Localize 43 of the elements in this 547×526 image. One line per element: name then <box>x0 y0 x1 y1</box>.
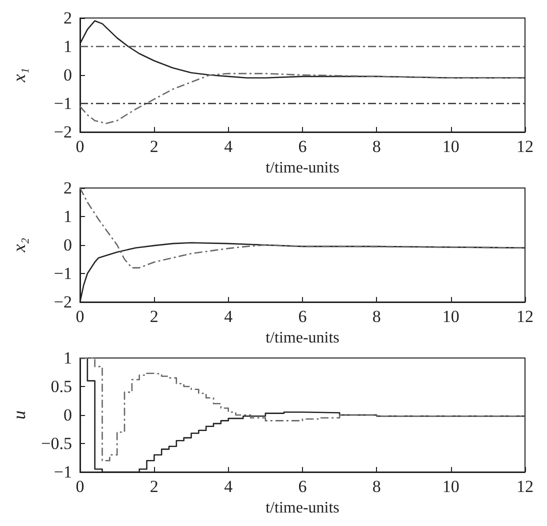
x-tick-label: 8 <box>372 477 381 496</box>
x-tick-label: 4 <box>224 137 234 156</box>
y-tick-label: 0.5 <box>50 377 72 396</box>
x-tick-label: 2 <box>150 307 158 326</box>
y-tick-label: −2 <box>54 292 72 312</box>
x-tick-label: 12 <box>516 477 534 496</box>
x-tick-label: 2 <box>150 137 158 156</box>
y-tick-label: −1 <box>54 462 72 482</box>
y-tick-label: 0 <box>64 406 72 424</box>
x-tick-label: 10 <box>442 137 460 156</box>
x-tick-label: 12 <box>516 307 534 326</box>
y-tick-label: 2 <box>64 8 72 28</box>
x-tick-label: 0 <box>76 307 84 326</box>
x-axis-title: t/time-units <box>266 329 340 346</box>
y-tick-label: −1 <box>54 264 72 283</box>
x-axis-title: t/time-units <box>266 499 340 516</box>
x-tick-label: 6 <box>298 137 307 156</box>
x-tick-label: 6 <box>298 477 307 496</box>
y-tick-label: 2 <box>64 178 72 198</box>
x-tick-label: 2 <box>150 477 158 496</box>
x-tick-label: 10 <box>442 477 460 496</box>
x-tick-label: 4 <box>224 477 234 496</box>
x-tick-label: 8 <box>372 307 381 326</box>
x-tick-label: 6 <box>298 307 307 326</box>
line-series <box>79 72 526 124</box>
x-tick-label: 0 <box>76 137 84 156</box>
x-tick-label: 12 <box>516 137 534 156</box>
y-tick-label: 1 <box>64 348 72 368</box>
x-tick-label: 0 <box>76 477 84 496</box>
y-tick-label: 0 <box>64 66 72 84</box>
y-tick-label: 1 <box>64 37 72 56</box>
y-tick-label: −1 <box>54 94 72 113</box>
x-tick-label: 8 <box>372 137 381 156</box>
y-tick-label: −2 <box>54 122 72 142</box>
y-tick-label: −0.5 <box>41 434 72 453</box>
x-tick-label: 4 <box>224 307 234 326</box>
y-axis-title: x₁ <box>9 68 29 84</box>
y-tick-label: 0 <box>64 236 72 254</box>
y-axis-title: x₂ <box>9 238 29 254</box>
y-axis-title: u <box>9 410 29 420</box>
x-tick-label: 10 <box>442 307 460 326</box>
y-tick-label: 1 <box>64 207 72 226</box>
x-axis-title: t/time-units <box>266 159 340 176</box>
